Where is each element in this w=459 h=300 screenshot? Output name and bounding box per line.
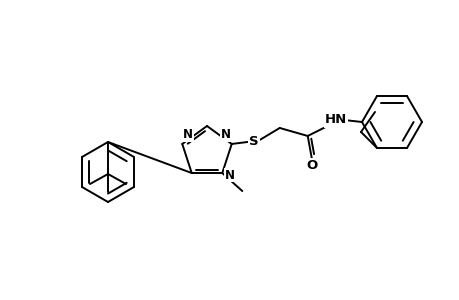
Text: S: S (248, 136, 258, 148)
Text: O: O (305, 160, 317, 172)
Text: N: N (225, 169, 235, 182)
Text: HN: HN (324, 113, 346, 127)
Text: N: N (182, 128, 192, 142)
Text: N: N (221, 128, 231, 142)
